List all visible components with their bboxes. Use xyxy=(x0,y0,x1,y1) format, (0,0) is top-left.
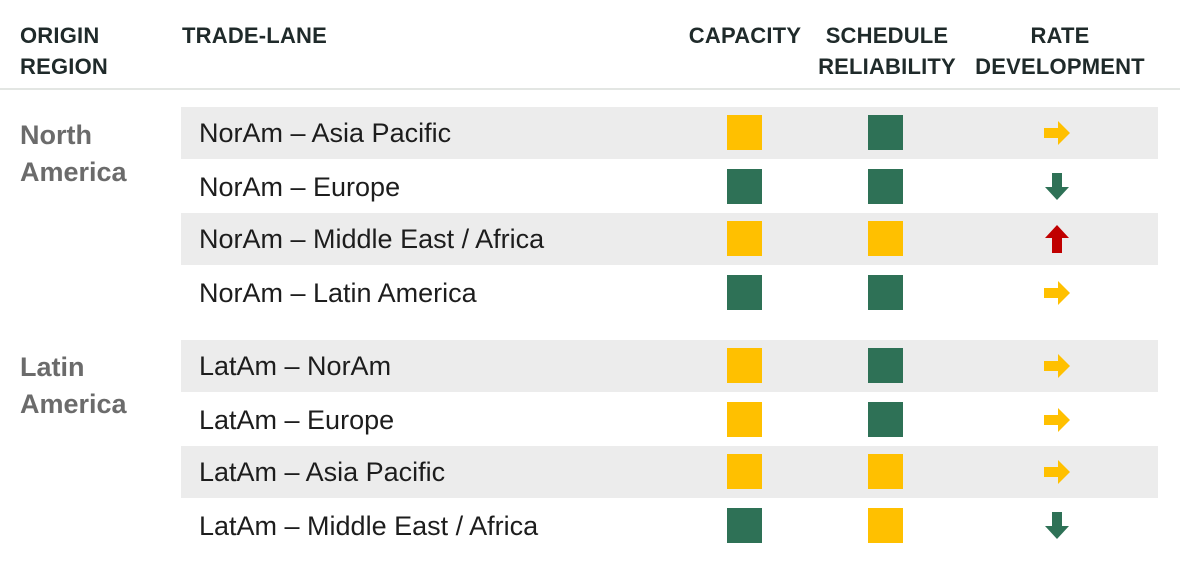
trade-lane-label: LatAm – NorAm xyxy=(199,351,392,381)
table-row: NorAm – Middle East / Africa xyxy=(181,213,1158,265)
header-capacity: CAPACITY xyxy=(688,23,802,48)
header-schedule-line1: SCHEDULE xyxy=(825,23,949,48)
schedule-yellow-indicator xyxy=(868,221,903,256)
schedule-green-indicator xyxy=(868,402,903,437)
header-trade-lane: TRADE-LANE xyxy=(182,23,327,48)
schedule-green-indicator xyxy=(868,348,903,383)
region-label-line: Latin xyxy=(20,352,85,382)
region-label-line: North xyxy=(20,120,92,150)
region-label: North America xyxy=(20,117,127,191)
arrow-right-icon xyxy=(1039,402,1075,438)
arrow-down-icon xyxy=(1039,169,1075,205)
header-divider xyxy=(0,88,1180,90)
schedule-green-indicator xyxy=(868,169,903,204)
schedule-green-indicator xyxy=(868,115,903,150)
table-row: LatAm – Europe xyxy=(181,394,1158,446)
trade-lane-label: LatAm – Middle East / Africa xyxy=(199,511,539,541)
capacity-green-indicator xyxy=(727,508,762,543)
arrow-right-icon xyxy=(1039,454,1075,490)
capacity-green-indicator xyxy=(727,275,762,310)
trade-lane-label: LatAm – Europe xyxy=(199,405,395,435)
capacity-yellow-indicator xyxy=(727,454,762,489)
capacity-yellow-indicator xyxy=(727,115,762,150)
schedule-yellow-indicator xyxy=(868,508,903,543)
header-rate-line1: RATE xyxy=(1030,23,1090,48)
trade-lane-label: NorAm – Latin America xyxy=(199,278,477,308)
table-row: LatAm – Middle East / Africa xyxy=(181,500,1158,552)
header-rate-line2: DEVELOPMENT xyxy=(975,54,1145,79)
trade-lane-label: NorAm – Asia Pacific xyxy=(199,118,452,148)
header-origin-line2: REGION xyxy=(20,54,108,79)
capacity-green-indicator xyxy=(727,169,762,204)
arrow-right-icon xyxy=(1039,115,1075,151)
table-row: LatAm – Asia Pacific xyxy=(181,446,1158,498)
trade-lane-label: LatAm – Asia Pacific xyxy=(199,457,446,487)
header-rate-development: RATE DEVELOPMENT xyxy=(965,20,1155,82)
schedule-yellow-indicator xyxy=(868,454,903,489)
region-label: Latin America xyxy=(20,349,127,423)
schedule-green-indicator xyxy=(868,275,903,310)
trade-lane-label: NorAm – Europe xyxy=(199,172,401,202)
arrow-up-icon xyxy=(1039,221,1075,257)
table-row: NorAm – Asia Pacific xyxy=(181,107,1158,159)
table-row: NorAm – Latin America xyxy=(181,267,1158,319)
header-origin-line1: ORIGIN xyxy=(20,23,100,48)
table-row: NorAm – Europe xyxy=(181,161,1158,213)
capacity-yellow-indicator xyxy=(727,402,762,437)
capacity-yellow-indicator xyxy=(727,221,762,256)
arrow-down-icon xyxy=(1039,508,1075,544)
header-schedule-line2: RELIABILITY xyxy=(818,54,956,79)
region-label-line: America xyxy=(20,157,127,187)
table-row: LatAm – NorAm xyxy=(181,340,1158,392)
header-schedule-reliability: SCHEDULE RELIABILITY xyxy=(812,20,962,82)
trade-lane-label: NorAm – Middle East / Africa xyxy=(199,224,545,254)
arrow-right-icon xyxy=(1039,348,1075,384)
region-label-line: America xyxy=(20,389,127,419)
header-origin-region: ORIGIN REGION xyxy=(20,20,108,82)
capacity-yellow-indicator xyxy=(727,348,762,383)
arrow-right-icon xyxy=(1039,275,1075,311)
